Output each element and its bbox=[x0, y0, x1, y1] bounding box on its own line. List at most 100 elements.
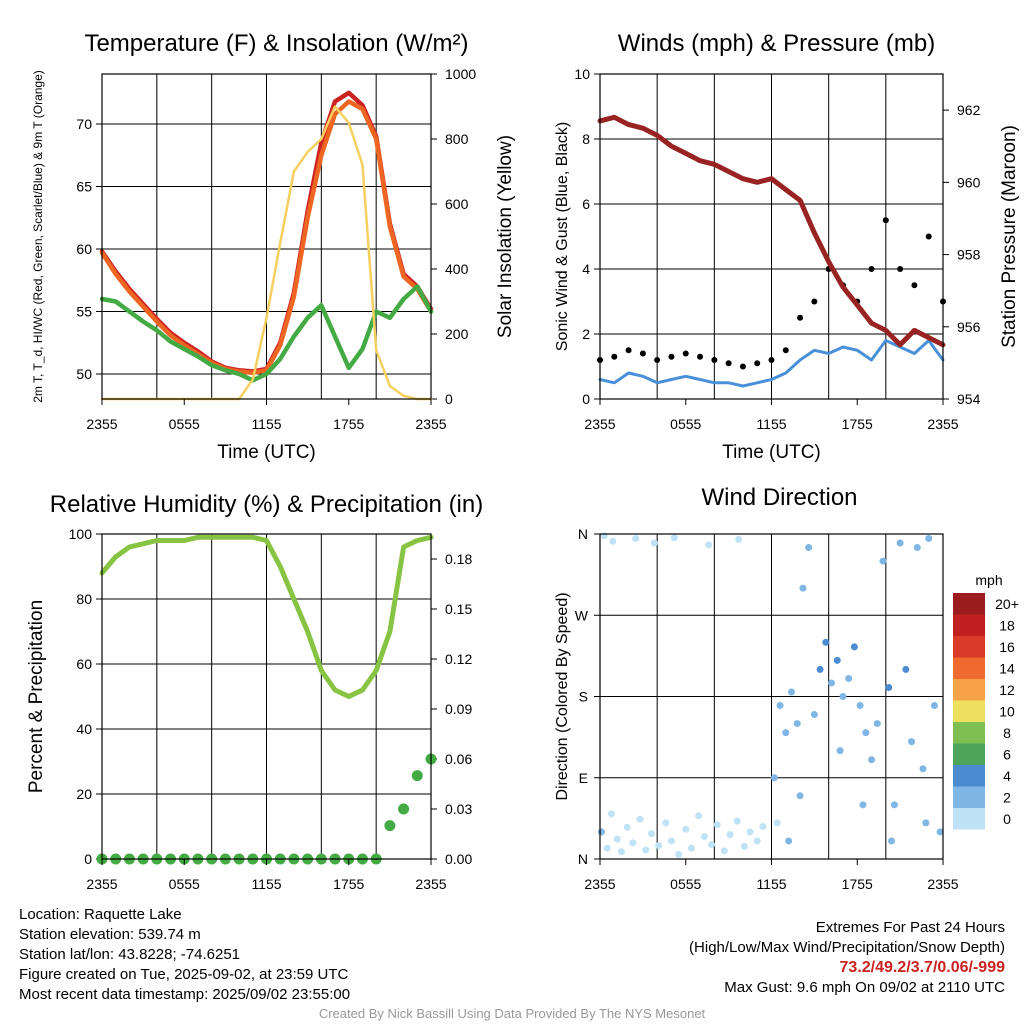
direction-point bbox=[642, 846, 650, 854]
legend-swatch bbox=[953, 636, 985, 658]
y2-tick-label: 0.15 bbox=[445, 601, 472, 617]
direction-point bbox=[662, 819, 670, 827]
legend-swatch bbox=[953, 765, 985, 787]
series-line-2m-td bbox=[99, 284, 434, 383]
legend-swatch bbox=[953, 743, 985, 765]
direction-point bbox=[607, 810, 615, 818]
legend-label: 8 bbox=[1003, 725, 1011, 741]
y-tick-label: 2 bbox=[582, 326, 590, 342]
x-tick-label: 1155 bbox=[756, 876, 786, 892]
direction-point bbox=[720, 847, 728, 855]
x-tick-label: 0555 bbox=[670, 416, 701, 432]
direction-point bbox=[650, 539, 658, 547]
direction-point bbox=[902, 665, 910, 673]
y2-tick-label: 958 bbox=[957, 247, 981, 263]
x-tick-label: 2355 bbox=[86, 876, 117, 892]
winds-pressure-panel: 0 2 4 6 8 10 954 956 958 960 962 2355 0555 1155 1755 23… bbox=[554, 30, 1020, 463]
extremes-values: 73.2/49.2/3.7/0.06/-999 bbox=[839, 959, 1005, 976]
direction-point bbox=[740, 842, 748, 850]
y2-tick-label: 400 bbox=[445, 261, 469, 277]
y-tick-label: N bbox=[578, 526, 588, 542]
direction-point bbox=[836, 747, 844, 755]
x-tick-label: 2355 bbox=[927, 876, 958, 892]
y-axis-label: 2m T, T_d, HI/WC (Red, Green, Scarlet/Bl… bbox=[31, 70, 45, 403]
direction-point bbox=[682, 825, 690, 833]
gust-point bbox=[711, 357, 718, 363]
gust-point bbox=[897, 266, 904, 272]
gust-point bbox=[668, 353, 675, 360]
precip-point bbox=[411, 770, 423, 782]
direction-point bbox=[670, 534, 678, 542]
direction-point bbox=[776, 702, 784, 710]
y-tick-label: 0 bbox=[84, 851, 92, 867]
direction-point bbox=[746, 828, 754, 836]
y2-tick-label: 0.12 bbox=[445, 651, 472, 667]
extremes-title: Extremes For Past 24 Hours bbox=[815, 919, 1005, 936]
x-tick-label: 1155 bbox=[756, 416, 786, 432]
series-line-sonic-wind bbox=[598, 339, 945, 388]
chart-title: Winds (mph) & Pressure (mb) bbox=[618, 30, 935, 57]
x-tick-label: 1155 bbox=[251, 876, 281, 892]
recent-timestamp: Most recent data timestamp: 2025/09/02 2… bbox=[19, 986, 351, 1003]
direction-point bbox=[888, 837, 896, 845]
y-tick-label: 100 bbox=[69, 526, 93, 542]
y-axis-label: Percent & Precipitation bbox=[26, 600, 47, 793]
y2-tick-label: 600 bbox=[445, 196, 469, 212]
y-tick-label: N bbox=[578, 851, 588, 867]
y2-tick-label: 956 bbox=[957, 319, 981, 335]
series-line-9m-t bbox=[99, 99, 434, 376]
direction-point bbox=[636, 815, 644, 823]
x-tick-label: 2355 bbox=[584, 876, 615, 892]
y-tick-label: 0 bbox=[582, 391, 590, 407]
legend-swatch bbox=[953, 657, 985, 679]
direction-point bbox=[623, 823, 631, 831]
legend-label: 14 bbox=[999, 660, 1015, 676]
direction-point bbox=[687, 844, 695, 852]
gust-point bbox=[882, 217, 889, 224]
humidity-precip-panel: 0 20 40 60 80 100 0.00 0.03 0.06 0.09 0.12 0.15 0.18… bbox=[26, 491, 483, 892]
direction-point bbox=[936, 828, 944, 836]
x-tick-label: 2355 bbox=[927, 416, 958, 432]
direction-point bbox=[930, 702, 938, 710]
gust-point bbox=[639, 350, 646, 357]
y-tick-label: 20 bbox=[76, 786, 92, 802]
station-info: Location: Raquette Lake Station elevatio… bbox=[19, 905, 350, 1005]
legend-swatch bbox=[953, 808, 985, 830]
gust-point bbox=[739, 363, 746, 370]
y2-tick-label: 200 bbox=[445, 326, 469, 342]
direction-point bbox=[816, 665, 824, 673]
direction-point bbox=[788, 688, 796, 696]
direction-point bbox=[707, 841, 715, 849]
legend-swatch bbox=[953, 593, 985, 615]
direction-point bbox=[828, 679, 836, 687]
direction-point bbox=[890, 801, 898, 809]
direction-point bbox=[695, 812, 703, 820]
direction-point bbox=[713, 821, 721, 829]
legend-label: 2 bbox=[1003, 789, 1011, 805]
gust-point bbox=[682, 350, 689, 357]
direction-point bbox=[839, 693, 847, 700]
precip-point bbox=[384, 820, 396, 832]
direction-point bbox=[609, 537, 617, 545]
temperature-insolation-panel: 50 55 60 65 70 0 200 400 600 800 1000 2355 0555 1155 1… bbox=[31, 30, 516, 463]
y-tick-label: 60 bbox=[76, 656, 92, 672]
x-axis-label: Time (UTC) bbox=[722, 442, 821, 463]
x-tick-label: 2355 bbox=[415, 416, 446, 432]
direction-point bbox=[600, 532, 608, 540]
y-tick-label: 40 bbox=[76, 721, 92, 737]
y2-tick-label: 0.09 bbox=[445, 701, 472, 717]
y-axis-label: Direction (Colored By Speed) bbox=[554, 592, 571, 800]
legend-label: 18 bbox=[999, 617, 1015, 633]
direction-point bbox=[726, 831, 734, 839]
gust-point bbox=[768, 357, 775, 363]
station-location: Location: Raquette Lake bbox=[19, 906, 182, 923]
credit-line: Created By Nick Bassill Using Data Provi… bbox=[318, 1006, 706, 1021]
y-tick-label: 50 bbox=[76, 366, 92, 382]
x-tick-label: 0555 bbox=[169, 876, 200, 892]
gust-point bbox=[754, 360, 761, 367]
station-elevation: Station elevation: 539.74 m bbox=[19, 926, 201, 943]
direction-point bbox=[810, 711, 818, 719]
y2-tick-label: 960 bbox=[957, 174, 981, 190]
direction-point bbox=[667, 837, 675, 845]
x-tick-label: 1755 bbox=[333, 416, 364, 432]
